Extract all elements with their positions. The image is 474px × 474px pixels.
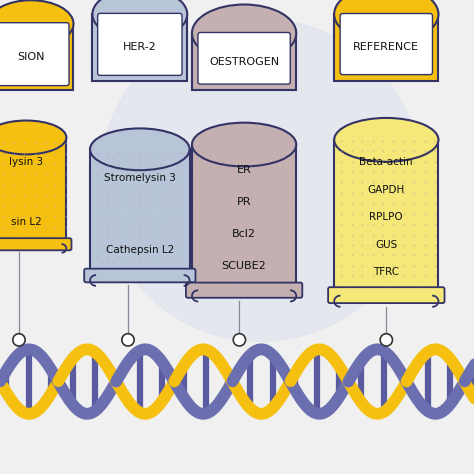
Text: REFERENCE: REFERENCE — [353, 42, 419, 53]
Text: PR: PR — [237, 197, 251, 207]
FancyBboxPatch shape — [98, 13, 182, 75]
FancyBboxPatch shape — [192, 145, 296, 287]
Text: sin L2: sin L2 — [11, 217, 41, 227]
Text: HER-2: HER-2 — [123, 42, 157, 53]
Ellipse shape — [192, 123, 296, 166]
Ellipse shape — [0, 120, 66, 155]
Text: TFRC: TFRC — [373, 267, 400, 277]
Text: SCUBE2: SCUBE2 — [222, 261, 266, 271]
Text: SION: SION — [17, 52, 45, 62]
Text: GAPDH: GAPDH — [368, 185, 405, 195]
Ellipse shape — [334, 118, 438, 162]
Circle shape — [233, 334, 246, 346]
FancyBboxPatch shape — [198, 33, 290, 84]
FancyBboxPatch shape — [334, 140, 438, 292]
Circle shape — [380, 334, 392, 346]
Ellipse shape — [334, 0, 438, 43]
Circle shape — [13, 334, 25, 346]
FancyBboxPatch shape — [0, 137, 66, 242]
Text: Bcl2: Bcl2 — [232, 229, 256, 239]
Text: Beta-actin: Beta-actin — [359, 157, 413, 167]
Ellipse shape — [192, 4, 296, 62]
Text: RPLPO: RPLPO — [370, 212, 403, 222]
Text: ER: ER — [237, 165, 252, 175]
Ellipse shape — [92, 0, 187, 40]
Ellipse shape — [90, 128, 190, 170]
Ellipse shape — [0, 0, 73, 47]
Circle shape — [122, 334, 134, 346]
FancyBboxPatch shape — [192, 33, 296, 90]
FancyBboxPatch shape — [92, 14, 187, 81]
Text: Stromelysin 3: Stromelysin 3 — [104, 173, 176, 182]
Circle shape — [100, 19, 422, 341]
FancyBboxPatch shape — [340, 14, 432, 74]
FancyBboxPatch shape — [0, 24, 73, 90]
FancyBboxPatch shape — [0, 23, 69, 86]
Text: GUS: GUS — [375, 240, 397, 250]
FancyBboxPatch shape — [84, 269, 195, 283]
FancyBboxPatch shape — [334, 14, 438, 81]
FancyBboxPatch shape — [186, 283, 302, 298]
Text: Cathepsin L2: Cathepsin L2 — [106, 246, 174, 255]
Text: OESTROGEN: OESTROGEN — [209, 56, 279, 67]
FancyBboxPatch shape — [90, 149, 190, 273]
Text: lysin 3: lysin 3 — [9, 157, 43, 167]
FancyBboxPatch shape — [328, 287, 445, 303]
FancyBboxPatch shape — [0, 238, 72, 250]
